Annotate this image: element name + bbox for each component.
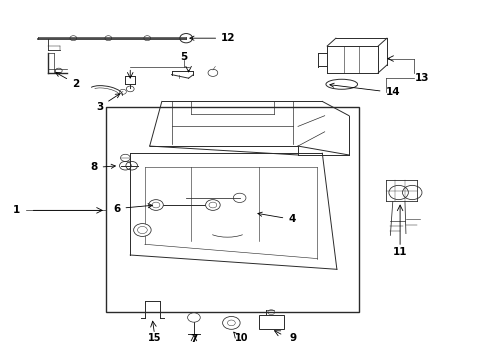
Text: 9: 9	[289, 333, 296, 343]
Text: 11: 11	[392, 247, 407, 257]
Text: 8: 8	[90, 162, 115, 172]
Ellipse shape	[325, 79, 357, 89]
Text: 15: 15	[147, 333, 161, 343]
Text: 1: 1	[12, 205, 20, 215]
Text: 6: 6	[113, 203, 152, 213]
Circle shape	[148, 200, 163, 210]
Circle shape	[133, 224, 151, 237]
Text: 5: 5	[180, 52, 187, 62]
Text: 3: 3	[96, 94, 120, 112]
Circle shape	[205, 200, 220, 210]
Text: 13: 13	[414, 73, 428, 83]
Text: 14: 14	[329, 83, 399, 98]
Text: 10: 10	[235, 333, 248, 343]
Bar	[259, 315, 284, 329]
Circle shape	[187, 313, 200, 322]
Text: 4: 4	[257, 212, 295, 224]
Circle shape	[222, 316, 240, 329]
Text: 12: 12	[189, 33, 235, 43]
Text: 2: 2	[56, 72, 79, 89]
Bar	[106, 107, 358, 312]
Text: 7: 7	[190, 334, 197, 344]
